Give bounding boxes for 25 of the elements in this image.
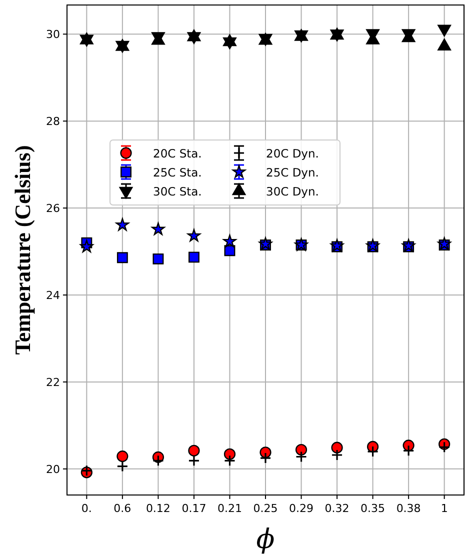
x-tick-label: 0.32: [324, 502, 350, 515]
legend-label: 25C Dyn.: [266, 166, 319, 180]
x-tick-label: 0.17: [182, 502, 206, 515]
legend-label: 30C Dyn.: [266, 184, 319, 198]
legend-label: 25C Sta.: [153, 166, 202, 180]
y-tick-label: 20: [46, 462, 60, 476]
legend-label: 30C Sta.: [153, 184, 202, 198]
x-tick-label: 1: [440, 502, 448, 515]
legend-label: 20C Dyn.: [266, 146, 319, 160]
x-tick-label: 0.38: [396, 502, 421, 515]
x-axis-title: ϕ: [256, 524, 275, 554]
x-tick-label: 0.: [81, 502, 92, 515]
y-tick-label: 24: [46, 289, 60, 302]
y-tick-label: 30: [46, 28, 60, 42]
x-tick-label: 0.25: [253, 502, 278, 515]
x-tick-label: 0.35: [360, 502, 386, 515]
y-tick-label: 22: [46, 376, 60, 389]
x-tick-label: 0.29: [289, 502, 314, 515]
x-tick-label: 0.21: [217, 502, 242, 515]
x-tick-label: 0.6: [114, 502, 132, 515]
x-tick-label: 0.12: [146, 502, 170, 515]
y-tick-label: 28: [46, 115, 60, 128]
y-tick-label: 26: [46, 202, 60, 216]
y-axis-title: Temperature (Celsius): [10, 145, 35, 355]
legend-label: 20C Sta.: [153, 146, 202, 160]
